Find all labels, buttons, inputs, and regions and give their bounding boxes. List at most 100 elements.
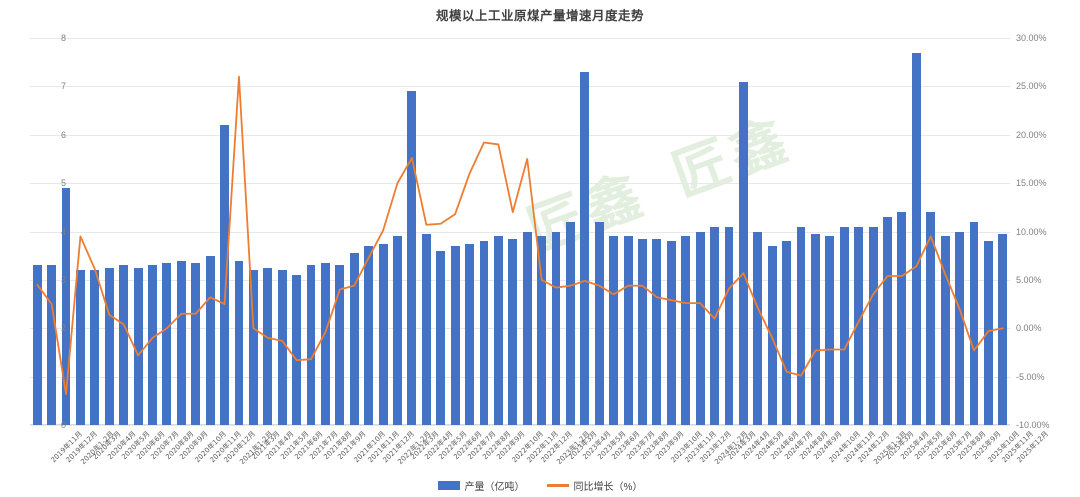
bar[interactable] [133, 267, 143, 425]
bar[interactable] [710, 226, 719, 425]
legend-line-swatch-icon [546, 484, 569, 487]
y-tick-label: 5 [60, 178, 66, 189]
y2-tick-label: -5.00% [1016, 371, 1045, 382]
bar[interactable] [75, 270, 85, 425]
gridline [30, 231, 1010, 233]
bar[interactable] [940, 236, 950, 425]
bar[interactable] [335, 265, 345, 425]
bar[interactable] [782, 241, 792, 425]
y-tick-label: 7 [60, 81, 66, 92]
bar[interactable] [825, 236, 835, 425]
bar[interactable] [594, 221, 604, 425]
bar[interactable] [465, 243, 474, 425]
bar[interactable] [364, 246, 374, 425]
bar[interactable] [955, 231, 964, 425]
bar[interactable] [638, 238, 647, 425]
plot-area: 匠鑫 匠鑫 [30, 38, 1010, 426]
x-axis-line [30, 424, 1010, 425]
y-tick-label: 6 [60, 129, 66, 140]
bar[interactable] [695, 231, 705, 425]
bar[interactable] [248, 270, 258, 425]
bar[interactable] [998, 233, 1008, 425]
bar[interactable] [652, 238, 662, 425]
gridline [30, 86, 1010, 88]
bar[interactable] [234, 260, 244, 425]
bar[interactable] [580, 71, 590, 425]
bar[interactable] [220, 125, 229, 425]
bar[interactable] [436, 250, 446, 425]
bar[interactable] [666, 241, 676, 425]
legend-item-production[interactable]: 产量（亿吨） [437, 478, 525, 493]
bar[interactable] [868, 226, 878, 425]
bar[interactable] [983, 241, 993, 425]
bar[interactable] [263, 267, 273, 425]
y-tick-label: 4 [60, 226, 66, 237]
bar[interactable] [724, 226, 734, 425]
bar[interactable] [623, 236, 633, 425]
bar[interactable] [277, 270, 287, 425]
growth-line [36, 75, 1004, 395]
y2-tick-label: 15.00% [1016, 178, 1047, 189]
y-tick-label: 3 [60, 274, 66, 285]
y2-tick-label: 30.00% [1016, 33, 1047, 43]
bar[interactable] [407, 91, 417, 425]
bar[interactable] [148, 265, 157, 425]
gridline [30, 328, 1010, 330]
bar[interactable] [839, 226, 849, 425]
legend: 产量（亿吨） 同比增长（%） [0, 478, 1080, 493]
bar[interactable] [191, 262, 201, 425]
bar[interactable] [897, 212, 907, 425]
bar[interactable] [292, 275, 302, 425]
y2-tick-label: 5.00% [1016, 274, 1042, 285]
bar[interactable] [162, 262, 172, 425]
line-series [30, 38, 1010, 425]
bar[interactable] [47, 265, 57, 425]
bar[interactable] [911, 52, 921, 425]
bar[interactable] [378, 243, 388, 425]
bar[interactable] [119, 265, 129, 425]
bar[interactable] [551, 231, 561, 425]
bar[interactable] [537, 236, 547, 425]
bar[interactable] [61, 187, 71, 425]
bar[interactable] [796, 226, 806, 425]
bar[interactable] [767, 246, 777, 425]
bar[interactable] [306, 265, 316, 425]
gridline [30, 134, 1010, 136]
bar[interactable] [522, 231, 532, 425]
y2-tick-label: 20.00% [1016, 129, 1047, 140]
bar[interactable] [565, 221, 575, 425]
bar[interactable] [926, 212, 936, 425]
bar[interactable] [393, 236, 402, 425]
bar[interactable] [493, 236, 503, 425]
bar[interactable] [176, 260, 186, 425]
bar-series [30, 38, 1010, 425]
bar[interactable] [104, 267, 114, 425]
bar[interactable] [854, 226, 864, 425]
bar[interactable] [969, 221, 979, 425]
bar[interactable] [738, 81, 748, 425]
bar[interactable] [810, 233, 820, 425]
bar[interactable] [90, 270, 100, 425]
gridline [30, 279, 1010, 281]
bar[interactable] [421, 233, 431, 425]
y-tick-label: 1 [60, 371, 66, 382]
legend-item-growth[interactable]: 同比增长（%） [546, 478, 642, 493]
bar[interactable] [479, 241, 489, 425]
bar[interactable] [205, 255, 215, 425]
legend-bar-swatch-icon [437, 481, 460, 490]
y2-tick-label: 10.00% [1016, 226, 1047, 237]
bar[interactable] [753, 231, 763, 425]
y2-tick-label: 0.00% [1016, 323, 1042, 334]
bar[interactable] [609, 236, 619, 425]
gridline [30, 425, 1010, 426]
bar[interactable] [349, 253, 359, 425]
y2-tick-label: 25.00% [1016, 81, 1047, 92]
bar[interactable] [508, 238, 518, 425]
bar[interactable] [450, 246, 460, 425]
bar[interactable] [320, 262, 330, 425]
bar[interactable] [32, 265, 42, 425]
gridline [30, 38, 1010, 39]
bar[interactable] [681, 236, 691, 425]
bar[interactable] [883, 217, 892, 425]
